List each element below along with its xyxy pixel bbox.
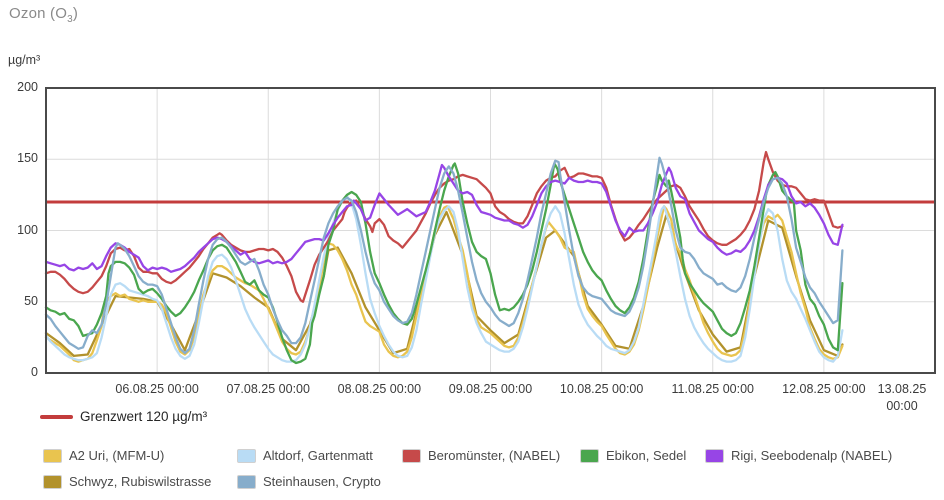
x-tick-label: 13.08.25 00:00 [877,382,927,413]
legend-color-swatch [43,448,62,463]
legend-item-a2-uri-mfm-u[interactable]: A2 Uri, (MFM-U) [43,447,237,464]
series-line-berom-nster-nabel [44,150,844,303]
legend-item-steinhausen-crypto[interactable]: Steinhausen, Crypto [237,473,402,490]
plot-border [45,87,936,374]
legend-item-berom-nster-nabel[interactable]: Beromünster, (NABEL) [402,447,580,464]
legend-item-label: Beromünster, (NABEL) [428,448,561,463]
legend-item-rigi-seebodenalp-nabel[interactable]: Rigi, Seebodenalp (NABEL) [705,447,892,464]
y-axis-unit-label: µg/m³ [8,53,41,67]
legend-item-ebikon-sedel[interactable]: Ebikon, Sedel [580,447,705,464]
x-tick-label: 06.08.25 00:00 [115,382,199,396]
series-line-rigi-seebodenalp-nabel [44,163,844,273]
series-line-a2-uri-mfm-u [44,205,844,363]
legend-item-label: Altdorf, Gartenmatt [263,448,373,463]
limit-legend-label: Grenzwert 120 µg/m³ [80,409,208,424]
legend-color-swatch [43,474,62,489]
legend-item-label: A2 Uri, (MFM-U) [69,448,165,463]
legend-color-swatch [402,448,421,463]
series-line-altdorf-gartenmatt [44,195,844,363]
series-legend: A2 Uri, (MFM-U) Altdorf, Gartenmatt Beromü… [43,447,892,490]
page-title: Ozon (O3) [9,5,79,25]
limit-line-swatch [40,414,73,419]
y-tick-label: 50 [24,293,38,308]
legend-color-swatch [237,474,256,489]
legend-item-label: Ebikon, Sedel [606,448,687,463]
y-tick-label: 200 [17,80,38,94]
series-line-schwyz-rubiswilstrasse [44,210,844,358]
series-line-steinhausen-crypto [44,156,844,355]
x-tick-label: 11.08.25 00:00 [671,382,754,396]
x-tick-label: 08.08.25 00:00 [337,382,422,396]
legend-color-swatch [237,448,256,463]
legend-color-swatch [580,448,599,463]
legend-item-label: Rigi, Seebodenalp (NABEL) [731,448,893,463]
legend-item-schwyz-rubiswilstrasse[interactable]: Schwyz, Rubiswilstrasse [43,473,237,490]
x-tick-label: 09.08.25 00:00 [448,382,533,396]
legend-item-label: Schwyz, Rubiswilstrasse [69,474,212,489]
x-tick-label: 12.08.25 00:00 [782,382,866,396]
x-tick-label: 10.08.25 00:00 [559,382,644,396]
series-line-ebikon-sedel [44,162,844,365]
x-tick-label: 07.08.25 00:00 [226,382,310,396]
limit-legend: Grenzwert 120 µg/m³ [40,409,207,424]
legend-item-altdorf-gartenmatt[interactable]: Altdorf, Gartenmatt [237,447,402,464]
legend-item-label: Steinhausen, Crypto [263,474,381,489]
y-tick-label: 0 [31,365,38,379]
y-tick-label: 150 [17,151,38,166]
y-tick-label: 100 [17,222,38,237]
legend-color-swatch [705,448,724,463]
